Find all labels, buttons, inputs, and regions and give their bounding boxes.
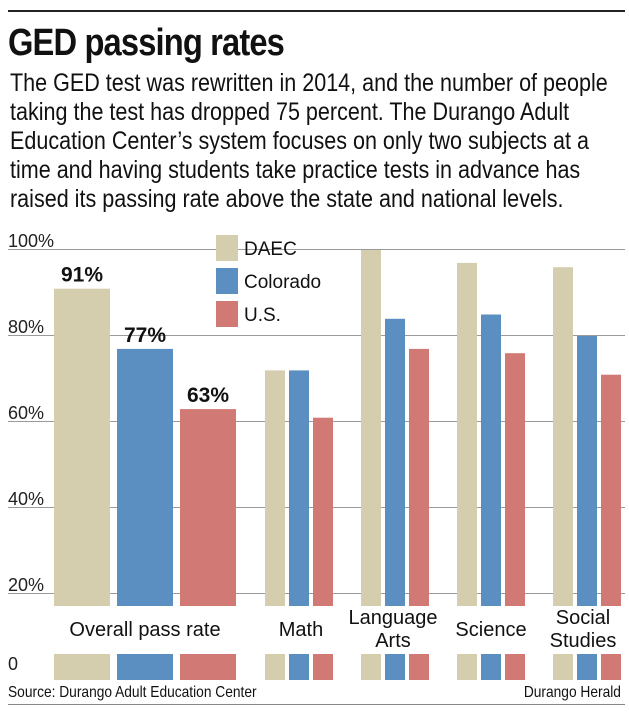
legend-label-colorado: Colorado bbox=[244, 272, 321, 293]
chart-title: GED passing rates bbox=[8, 22, 285, 64]
top-rule bbox=[8, 10, 625, 12]
legend-label-daec: DAEC bbox=[244, 239, 297, 260]
bar-social-studies-u-s bbox=[601, 374, 621, 680]
y-axis-tick-labels: 0 20% 40% 60% 80% 100% bbox=[8, 231, 54, 674]
y-tick-label-80: 80% bbox=[8, 317, 44, 337]
data-labels: 91% 77% 63% bbox=[61, 264, 229, 407]
category-label-math: Math bbox=[279, 619, 323, 641]
data-label-colorado: 77% bbox=[124, 324, 166, 347]
category-label-science: Science bbox=[455, 619, 526, 641]
bottom-rule bbox=[8, 704, 625, 705]
chart-subtitle: The GED test was rewritten in 2014, and … bbox=[10, 69, 608, 213]
bar-chart: 0 20% 40% 60% 80% 100% Overall pass rate Math L… bbox=[0, 231, 629, 680]
y-tick-label-20: 20% bbox=[8, 575, 44, 595]
data-label-daec: 91% bbox=[61, 264, 103, 287]
category-label-band bbox=[0, 606, 629, 654]
legend: DAEC Colorado U.S. bbox=[216, 235, 321, 327]
bar-social-studies-daec bbox=[553, 267, 573, 680]
bar-math-daec bbox=[265, 370, 285, 680]
bar-social-studies-colorado bbox=[577, 336, 597, 680]
category-labels: Overall pass rate Math Language Arts Science… bbox=[69, 607, 616, 652]
bar-science-daec bbox=[457, 262, 477, 680]
bar-language-arts-u-s bbox=[409, 348, 429, 680]
bar-language-arts-daec bbox=[361, 250, 381, 680]
legend-swatch-u-s bbox=[216, 301, 238, 327]
bar-language-arts-colorado bbox=[385, 318, 405, 680]
y-tick-label-100: 100% bbox=[8, 231, 54, 251]
bar-math-colorado bbox=[289, 370, 309, 680]
legend-label-u-s: U.S. bbox=[244, 305, 281, 326]
category-label-social-studies: Social Studies bbox=[550, 607, 617, 652]
category-label-language-arts: Language Arts bbox=[349, 607, 438, 652]
y-tick-label-0: 0 bbox=[8, 654, 18, 674]
legend-swatch-daec bbox=[216, 235, 238, 261]
bar-science-colorado bbox=[481, 314, 501, 680]
category-label-overall-pass-rate: Overall pass rate bbox=[69, 619, 220, 641]
y-tick-label-40: 40% bbox=[8, 489, 44, 509]
y-tick-label-60: 60% bbox=[8, 403, 44, 423]
bar-science-u-s bbox=[505, 353, 525, 680]
legend-swatch-colorado bbox=[216, 268, 238, 294]
data-label-u-s: 63% bbox=[187, 384, 229, 407]
source-note: Source: Durango Adult Education Center bbox=[8, 684, 257, 701]
credit-line: Durango Herald bbox=[523, 684, 621, 701]
